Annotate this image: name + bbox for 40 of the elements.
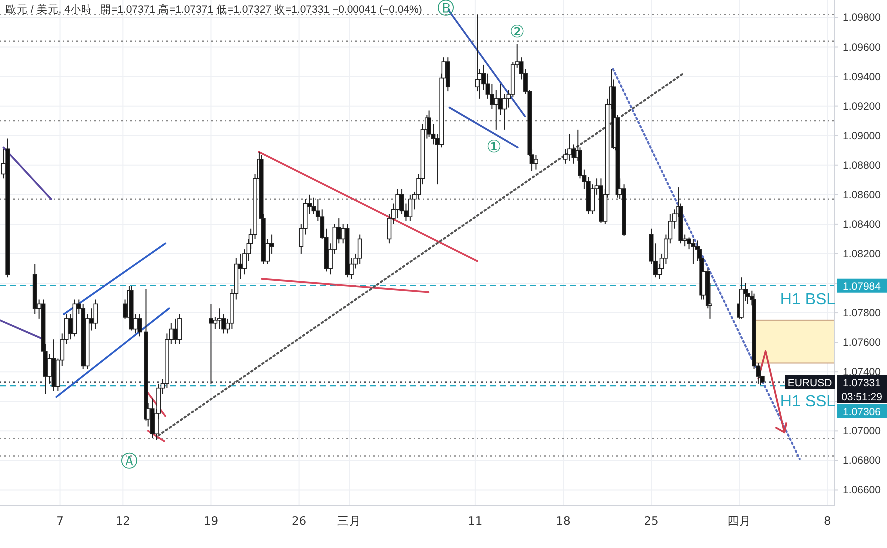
y-tick-label: 1.09600 [843, 42, 882, 54]
y-tick-label: 1.08800 [843, 160, 882, 172]
y-tick-label: 1.09000 [843, 130, 882, 142]
x-tick-label: 7 [56, 514, 64, 528]
y-tick-label: 1.08200 [843, 248, 882, 260]
y-tick-label: 1.07400 [843, 366, 882, 379]
x-tick-label: 三月 [338, 514, 362, 528]
x-tick-label: 11 [468, 514, 483, 528]
x-tick-label: 19 [204, 514, 219, 528]
y-tick-label: 1.08600 [843, 189, 882, 202]
ref-line-label: 1.07306 [843, 406, 882, 418]
text: 03:51:29 [842, 391, 882, 404]
y-tick-label: 1.07000 [843, 426, 882, 438]
ref-line-label: 1.07984 [843, 280, 882, 293]
y-tick-label: 1.07800 [843, 308, 882, 320]
x-tick-label: 8 [824, 514, 832, 528]
tag: 1.07984 [837, 278, 887, 293]
annotation: EURUSD [788, 377, 833, 390]
x-tick-label: 12 [116, 514, 130, 528]
y-tick-label: 1.09200 [843, 100, 882, 113]
y-tick-label: 1.06800 [843, 455, 882, 468]
x-tick-label: 25 [644, 514, 659, 528]
chart-title: 歐元 / 美元, 4小時 [6, 3, 92, 16]
chart-subtitle: 開=1.07371 高=1.07371 低=1.07327 收=1.07331 −0.00041 (−0.04%) [100, 3, 422, 16]
x-tick-label: 18 [556, 514, 571, 528]
y-tick-label: 1.09800 [843, 12, 882, 24]
ref-line-label: 1.07331 [843, 377, 882, 390]
y-tick-label: 1.06600 [843, 484, 882, 497]
annotation: H1 BSL [780, 292, 836, 308]
annotation: ② [510, 22, 525, 42]
annotation: Ⓐ [120, 452, 138, 472]
tag: 1.07306 [837, 404, 887, 418]
y-tick-label: 1.08400 [843, 218, 882, 231]
y-tick-label: 1.09400 [843, 71, 882, 84]
annotation: ① [486, 138, 502, 158]
y-tick-label: 1.07600 [843, 337, 882, 350]
x-tick-label: 26 [292, 514, 307, 528]
annotation: H1 SSL [780, 394, 836, 410]
x-tick-label: 四月 [728, 514, 752, 528]
annotation: Ⓑ [438, 0, 455, 19]
